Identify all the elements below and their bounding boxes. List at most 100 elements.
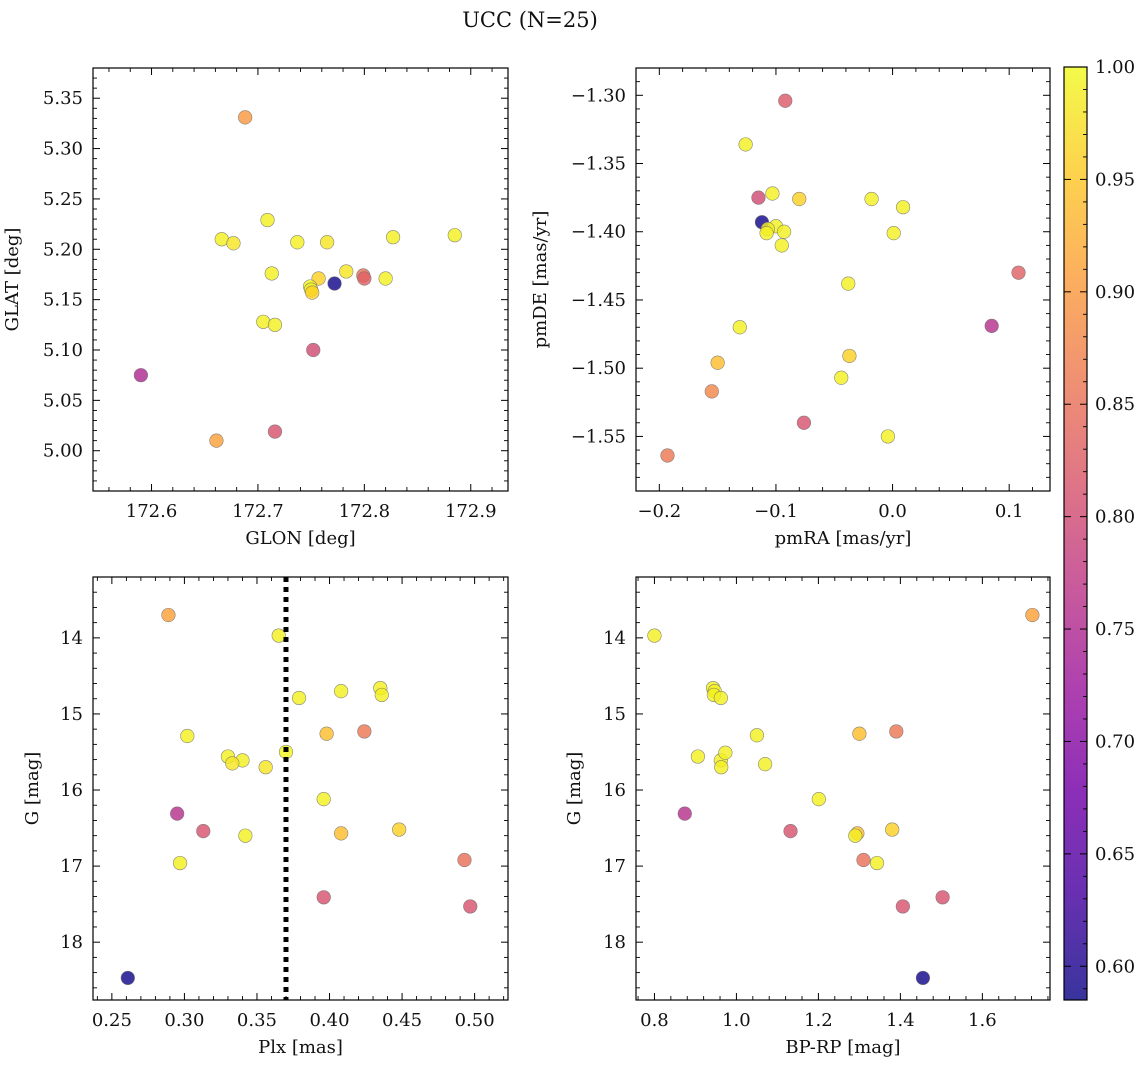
y-axis-label: pmDE [mas/yr] [530,211,551,349]
data-point [339,264,354,279]
x-tick-label: 1.2 [804,1010,833,1031]
data-point [172,855,188,871]
data-point [895,200,911,215]
data-point [306,342,321,358]
y-axis-label: G [mag] [22,752,43,825]
colorbar-tick-label: 1.00 [1095,57,1135,78]
data-point [226,236,241,251]
data-point [765,186,780,201]
y-tick-label: 16 [60,780,83,801]
x-tick-label: 0.0 [878,501,907,522]
data-point [749,728,765,743]
data-point [869,855,885,871]
x-tick-label: 172.6 [126,501,178,522]
data-point [864,191,879,207]
data-point [714,760,729,775]
x-axis-label: pmRA [mas/yr] [775,528,912,549]
data-point [305,285,320,300]
data-point [120,970,135,986]
colorbar-tick-label: 0.95 [1095,169,1135,190]
data-point [880,429,895,444]
y-tick-label: −1.45 [571,290,626,311]
y-axis-label: G [mag] [564,752,585,825]
data-point [374,687,389,703]
y-tick-label: 5.15 [43,290,83,311]
y-tick-label: 5.35 [43,88,83,109]
colorbar-frame [1063,66,1088,1001]
y-tick-label: 15 [60,704,83,725]
data-point [271,628,286,643]
data-point [738,137,753,152]
data-point [264,266,279,281]
data-point [895,899,910,914]
data-point [732,320,747,335]
data-point [290,235,305,250]
x-axis-label: GLON [deg] [245,528,355,549]
data-point [751,190,766,205]
data-point [357,271,372,286]
panel-bprp-g: 0.8 1.0 1.2 1.4 1.6 14 15 16 17 18 BP-RP [mag] G [m… [564,576,1051,1058]
axes-frame [92,67,509,492]
data-point [256,314,271,329]
x-tick-label: 0.30 [164,1010,204,1031]
x-tick-label: 1.0 [722,1010,751,1031]
axes-frame [92,576,509,1001]
y-tick-label: 5.25 [43,189,83,210]
data-point [889,724,904,739]
data-point [886,226,901,241]
data-point [718,745,733,760]
data-point [447,228,462,243]
data-point [690,749,705,764]
x-tick-label: 0.25 [92,1010,132,1031]
panel-glon-glat: 172.6 172.7 172.8 172.9 5.00 5.05 5.10 5.15 5.20… [2,67,509,549]
data-point [378,271,393,286]
data-point [180,728,195,744]
colorbar-tick-label: 0.75 [1095,619,1135,640]
y-tick-label: 5.05 [43,390,83,411]
colorbar: 0.60 0.65 0.70 0.75 0.80 0.85 0.90 0.95 1.00 [1063,57,1135,1001]
data-point [327,276,342,291]
y-tick-label: 17 [60,856,83,877]
x-tick-label: 172.9 [445,501,497,522]
data-point [774,238,789,253]
data-point [841,276,856,291]
data-point [258,760,273,775]
y-tick-label: 15 [603,704,626,725]
data-point [759,226,774,241]
colorbar-tick-label: 0.70 [1095,731,1135,752]
data-point [133,368,148,383]
y-tick-label: 5.20 [43,239,83,260]
x-tick-label: 172.8 [339,501,391,522]
data-point [316,792,331,807]
x-tick-label: 1.4 [886,1010,915,1031]
y-tick-label: 16 [603,780,626,801]
data-point [1025,607,1040,623]
data-point [238,110,253,125]
data-point [316,890,331,905]
data-point [848,828,863,843]
data-point [647,628,662,643]
x-tick-label: 0.8 [640,1010,669,1031]
data-point [984,318,999,333]
figure-title: UCC (N=25) [462,8,598,32]
panel-plx-g: 0.25 0.30 0.35 0.40 0.45 0.50 14 15 16 17 18 Plx [m… [22,576,509,1058]
axes-frame [635,67,1051,492]
data-point [291,690,307,706]
x-axis-label: Plx [mas] [258,1037,343,1058]
x-tick-label: 0.50 [455,1010,495,1031]
data-point [357,724,372,739]
panel-pmra-pmde: −0.2 −0.1 0.0 0.1 −1.55 −1.50 −1.45 −1.40 −1.35 −… [530,67,1051,549]
y-tick-label: −1.55 [571,426,626,447]
x-tick-label: 0.45 [382,1010,422,1031]
data-point [170,806,185,821]
data-point [260,212,275,228]
data-point [319,726,334,741]
y-tick-label: 5.10 [43,340,83,361]
y-axis-label: GLAT [deg] [2,228,23,332]
data-point [811,792,826,807]
colorbar-tick-label: 0.90 [1095,282,1135,303]
data-point [778,93,793,108]
data-point [1011,265,1026,280]
data-point [334,684,349,699]
